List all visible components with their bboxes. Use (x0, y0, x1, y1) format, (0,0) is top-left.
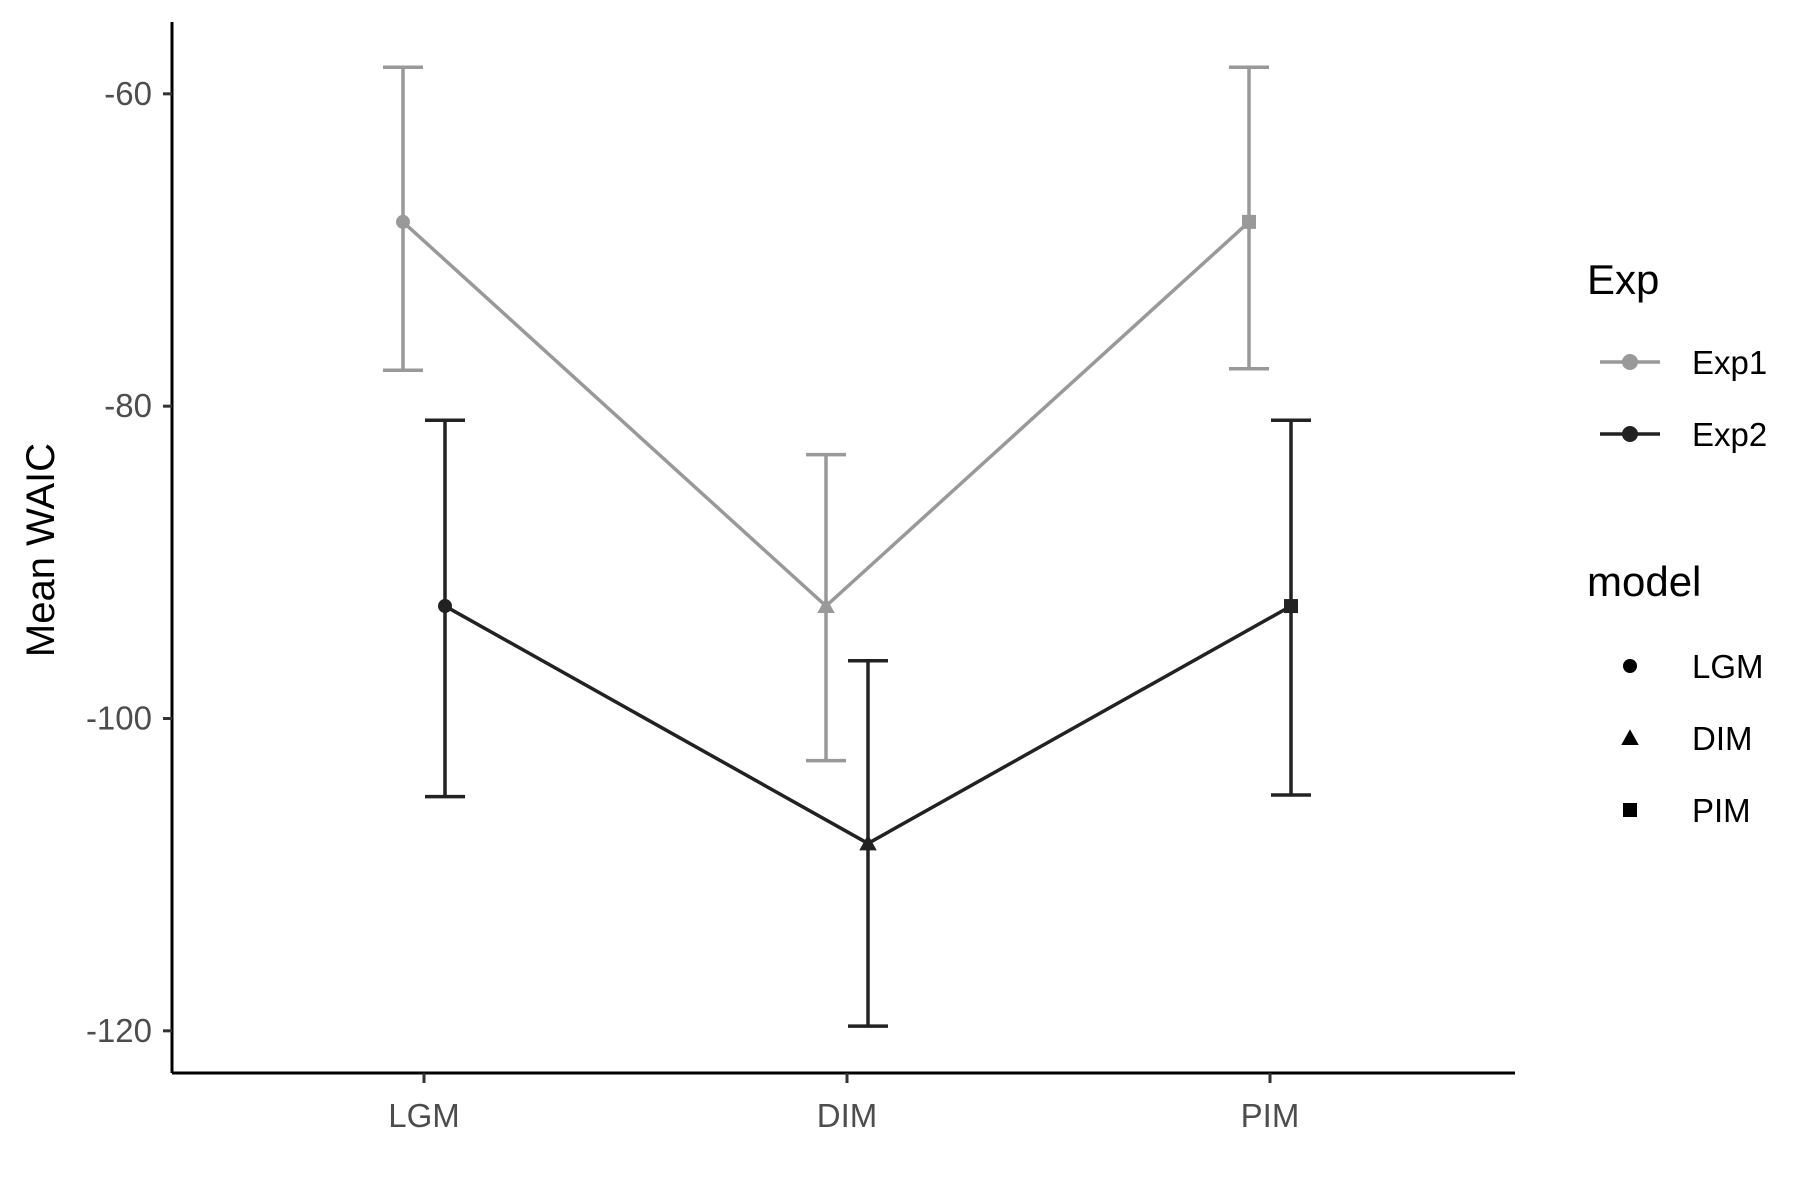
y-tick-label: -120 (86, 1012, 152, 1049)
data-point (438, 599, 452, 614)
y-tick-label: -80 (104, 387, 152, 424)
legend-item-dim: DIM (1621, 720, 1753, 757)
legend-item-exp1: Exp1 (1600, 344, 1767, 381)
legend-label: Exp2 (1692, 416, 1767, 453)
y-tick-label: -60 (104, 75, 152, 112)
square-icon (1623, 803, 1637, 817)
legend-label: LGM (1692, 648, 1764, 685)
x-axis-ticks: LGM DIM PIM (388, 1073, 1299, 1134)
legend-item-lgm: LGM (1623, 648, 1764, 685)
series-exp2 (425, 418, 1311, 1028)
legend-shape-items: LGM DIM PIM (1621, 648, 1764, 829)
triangle-icon (1621, 729, 1639, 745)
plot-area (383, 65, 1311, 1028)
x-tick-label: LGM (388, 1097, 460, 1134)
x-tick-label: DIM (817, 1097, 878, 1134)
legend: Exp Exp1 Exp2 model LGM DIM PIM (1587, 256, 1767, 829)
data-point (1284, 599, 1298, 614)
legend-label: DIM (1692, 720, 1753, 757)
x-tick-label: PIM (1241, 1097, 1300, 1134)
legend-item-exp2: Exp2 (1600, 416, 1767, 453)
circle-icon (1623, 659, 1637, 673)
data-point (817, 597, 835, 614)
legend-shape-title: model (1587, 558, 1701, 605)
y-tick-label: -100 (86, 700, 152, 737)
y-axis-title: Mean WAIC (19, 443, 63, 657)
legend-label: PIM (1692, 792, 1751, 829)
data-point (859, 834, 877, 851)
y-axis-ticks: -60 -80 -100 -120 (86, 75, 172, 1049)
legend-point-swatch (1622, 354, 1638, 370)
legend-label: Exp1 (1692, 344, 1767, 381)
data-point (1242, 214, 1256, 229)
legend-color-title: Exp (1587, 256, 1659, 303)
legend-point-swatch (1622, 426, 1638, 442)
legend-item-pim: PIM (1623, 792, 1751, 829)
series-exp1 (383, 65, 1269, 763)
legend-color-items: Exp1 Exp2 (1600, 344, 1767, 453)
data-point (396, 214, 410, 229)
